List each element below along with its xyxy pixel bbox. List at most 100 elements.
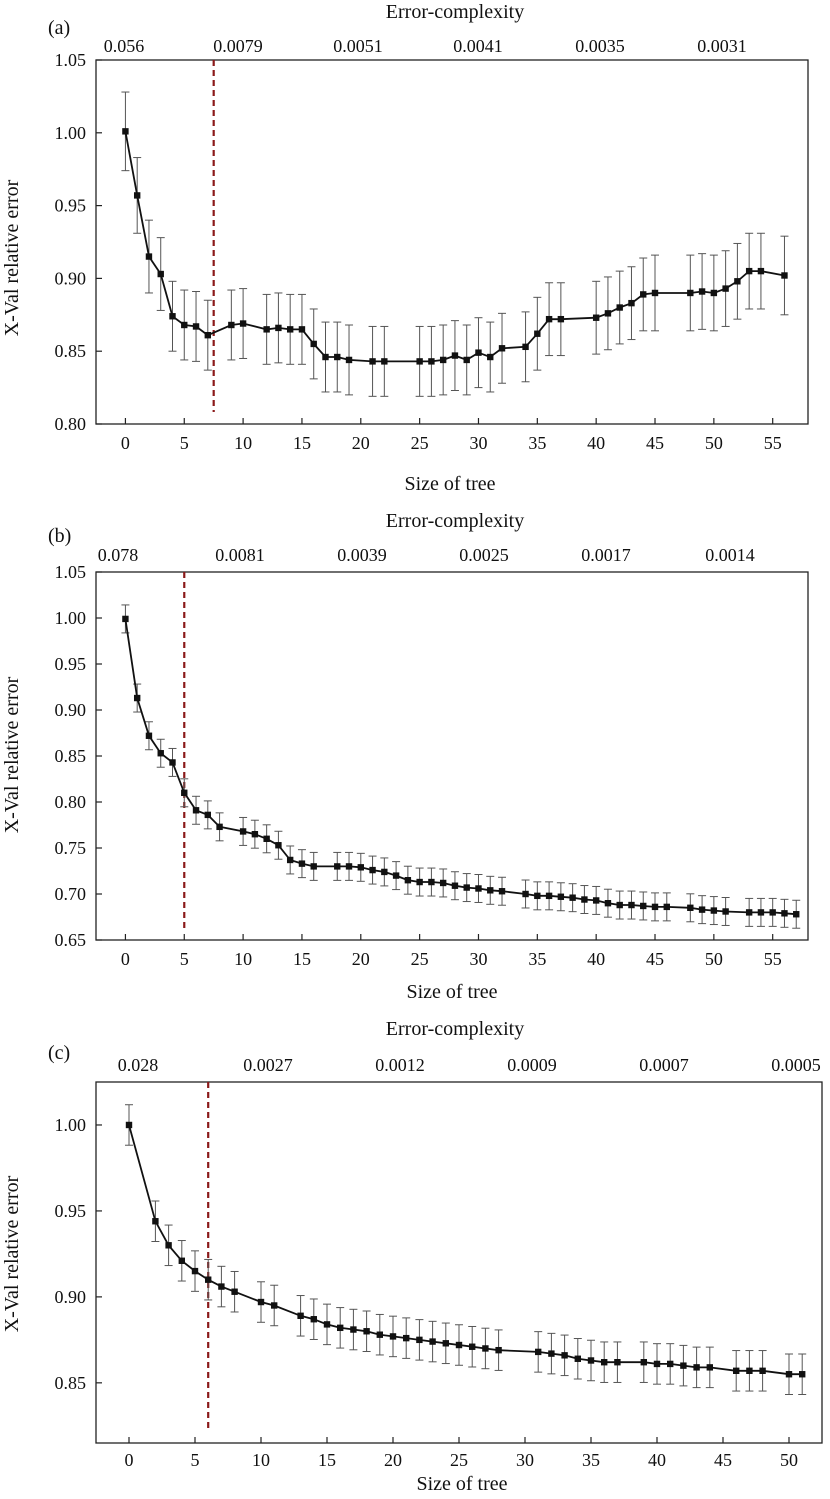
data-point	[192, 323, 200, 330]
data-point	[439, 879, 447, 887]
data-point	[271, 1302, 278, 1309]
data-point	[403, 1334, 410, 1342]
data-point	[799, 1371, 806, 1378]
top-tick-label: 0.0081	[215, 545, 265, 565]
data-point	[746, 1367, 753, 1374]
data-point	[785, 1371, 793, 1378]
data-point	[487, 353, 494, 361]
x-tick-label: 40	[587, 433, 605, 453]
data-point	[310, 340, 317, 348]
data-point	[404, 877, 412, 884]
data-point	[381, 868, 388, 876]
x-tick-label: 55	[764, 949, 782, 969]
top-tick-label: 0.0014	[705, 545, 755, 565]
data-point	[698, 906, 706, 913]
data-point	[451, 352, 459, 359]
data-point	[604, 900, 612, 907]
y-tick-label: 0.85	[55, 341, 87, 361]
data-point	[498, 345, 506, 352]
data-point	[334, 863, 341, 870]
x-tick-label: 25	[411, 433, 429, 453]
x-tick-label: 35	[582, 1450, 600, 1470]
top-axis-title: Error-complexity	[386, 1, 524, 23]
y-tick-label: 1.00	[55, 1115, 87, 1135]
data-point	[569, 894, 576, 901]
data-point	[651, 289, 659, 297]
data-point	[239, 828, 247, 835]
data-point	[561, 1352, 568, 1359]
data-point	[310, 863, 317, 870]
data-point	[133, 192, 141, 199]
data-point	[428, 878, 435, 886]
top-tick-label: 0.028	[118, 1055, 159, 1075]
data-point	[640, 1359, 647, 1366]
x-tick-label: 55	[764, 433, 782, 453]
panel-label: (b)	[48, 525, 71, 547]
x-tick-label: 0	[121, 433, 130, 453]
panel-label: (a)	[48, 17, 70, 39]
data-point	[534, 892, 541, 900]
y-tick-label: 0.75	[55, 838, 87, 858]
y-tick-label: 0.70	[55, 884, 87, 904]
top-axis-title: Error-complexity	[386, 1018, 524, 1040]
y-tick-label: 0.95	[55, 654, 87, 674]
y-tick-label: 0.65	[55, 930, 87, 950]
data-point	[389, 1333, 397, 1340]
x-tick-label: 40	[587, 949, 605, 969]
data-point	[204, 331, 212, 339]
data-point	[145, 732, 153, 739]
data-point	[169, 759, 176, 766]
data-point	[592, 897, 600, 904]
data-point	[165, 1242, 172, 1249]
data-point	[663, 903, 670, 911]
data-point	[416, 1336, 423, 1344]
x-tick-label: 5	[180, 949, 189, 969]
series-line	[124, 131, 785, 363]
data-point	[734, 278, 741, 285]
data-point	[722, 908, 729, 915]
data-point	[534, 330, 541, 337]
data-point	[369, 866, 376, 874]
data-point	[345, 863, 353, 870]
data-point	[286, 326, 294, 333]
data-point	[475, 349, 482, 356]
data-point	[574, 1355, 581, 1362]
data-point	[181, 321, 188, 329]
data-point	[157, 270, 164, 278]
data-point	[487, 887, 494, 894]
top-tick-label: 0.078	[98, 545, 139, 565]
x-tick-label: 50	[780, 1450, 798, 1470]
data-point	[557, 315, 565, 323]
x-tick-label: 45	[646, 433, 664, 453]
series-line	[124, 618, 797, 916]
x-axis-title: Size of tree	[404, 473, 495, 495]
top-tick-label: 0.0009	[507, 1055, 557, 1075]
data-point	[178, 1257, 185, 1264]
data-point	[122, 615, 129, 623]
data-point	[323, 1321, 331, 1328]
data-point	[169, 313, 176, 320]
x-tick-label: 15	[293, 433, 311, 453]
data-point	[587, 1357, 595, 1364]
data-point	[376, 1331, 383, 1338]
x-tick-label: 10	[252, 1450, 270, 1470]
data-point	[592, 314, 600, 321]
data-point	[745, 909, 753, 916]
data-point	[392, 872, 400, 879]
x-tick-label: 20	[352, 433, 370, 453]
data-point	[793, 911, 800, 918]
data-point	[463, 884, 470, 891]
data-point	[640, 902, 647, 910]
y-tick-label: 0.80	[55, 414, 87, 434]
data-point	[581, 896, 588, 903]
y-tick-label: 0.85	[55, 746, 87, 766]
data-point	[614, 1359, 621, 1366]
data-point	[781, 272, 788, 279]
series-line	[128, 1124, 803, 1376]
data-point	[263, 326, 270, 333]
data-point	[640, 291, 647, 298]
data-point	[781, 910, 788, 917]
x-tick-label: 30	[516, 1450, 534, 1470]
x-tick-label: 45	[714, 1450, 732, 1470]
